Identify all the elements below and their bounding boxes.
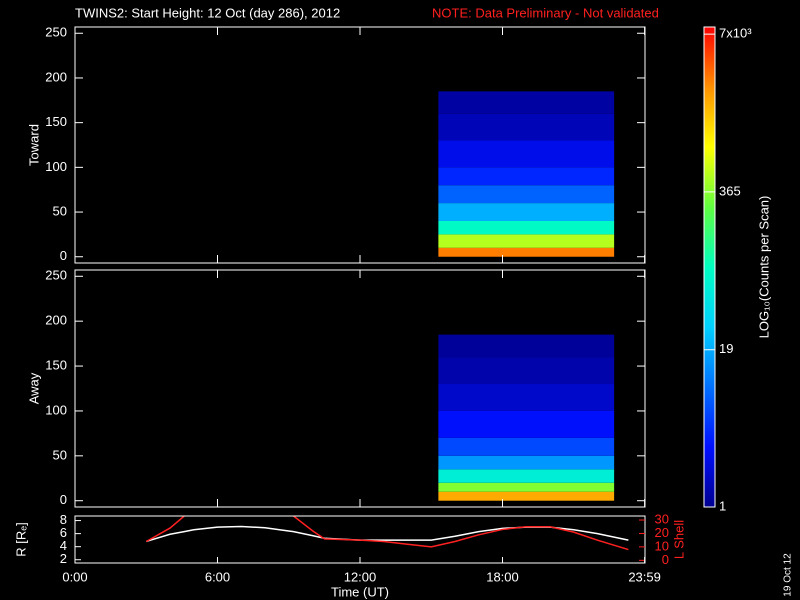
y2-tick-label: 20 xyxy=(655,525,669,540)
x-axis-label: Time (UT) xyxy=(331,584,389,599)
y-tick-label: 2 xyxy=(60,551,67,566)
spectrogram-cell xyxy=(438,140,615,168)
x-tick-label: 0:00 xyxy=(62,569,87,584)
spectrogram-cell xyxy=(438,234,615,248)
chart-title: TWINS2: Start Height: 12 Oct (day 286), … xyxy=(75,5,340,20)
spectrogram-cell xyxy=(438,203,615,221)
footer-date: 19 Oct 12 xyxy=(783,553,794,597)
x-tick-label: 18:00 xyxy=(486,569,519,584)
plot-area xyxy=(145,516,629,551)
colorbar-tick-label: 1 xyxy=(719,498,726,513)
y-tick-label: 6 xyxy=(60,525,67,540)
y-tick-label: 100 xyxy=(45,402,67,417)
x-tick-label: 23:59 xyxy=(628,569,661,584)
y-tick-label: 100 xyxy=(45,159,67,174)
y-tick-label: 8 xyxy=(60,512,67,527)
y-tick-label: 200 xyxy=(45,69,67,84)
y-tick-label: 200 xyxy=(45,313,67,328)
spectrogram-cell xyxy=(438,384,615,411)
spectrogram-cell xyxy=(438,334,615,358)
y-tick-label: 250 xyxy=(45,268,67,283)
spectrogram-cell xyxy=(438,455,615,470)
colorbar-label: LOG₁₀(Counts per Scan) xyxy=(756,196,771,339)
y2-axis-label: L Shell xyxy=(671,520,686,559)
spectrogram-cell xyxy=(438,220,615,235)
series-line xyxy=(145,516,629,551)
y2-tick-label: 10 xyxy=(655,538,669,553)
spectrogram-cell xyxy=(438,167,615,186)
y-tick-label: 0 xyxy=(60,248,67,263)
spectrogram-cell xyxy=(438,113,615,141)
colorbar xyxy=(703,26,716,508)
y-tick-label: 0 xyxy=(60,492,67,507)
y2-tick-label: 0 xyxy=(662,552,669,567)
colorbar-tick-label: 7x10³ xyxy=(719,26,752,41)
spectrogram-cell xyxy=(438,469,615,483)
y-tick-label: 50 xyxy=(53,203,67,218)
spectrogram-cell xyxy=(438,185,615,204)
y-tick-label: 150 xyxy=(45,357,67,372)
y-axis-label: Toward xyxy=(26,124,41,166)
y-tick-label: 4 xyxy=(60,538,67,553)
spectrogram-cell xyxy=(438,91,615,114)
spectrogram-cell xyxy=(438,437,615,456)
spectrogram-cell xyxy=(438,247,615,257)
y-tick-label: 150 xyxy=(45,114,67,129)
spectrogram-cell xyxy=(438,410,615,438)
colorbar-tick-label: 19 xyxy=(719,341,733,356)
colorbar-tick-label: 365 xyxy=(719,183,741,198)
y-tick-label: 50 xyxy=(53,447,67,462)
note: NOTE: Data Preliminary - Not validated xyxy=(432,5,659,20)
x-tick-label: 6:00 xyxy=(205,569,230,584)
y2-tick-label: 30 xyxy=(655,511,669,526)
y-tick-label: 250 xyxy=(45,25,67,40)
spectrogram-cell xyxy=(438,482,615,492)
spectrogram-cell xyxy=(438,491,615,501)
y-axis-label: R [Rₑ] xyxy=(13,522,28,556)
y-axis-label: Away xyxy=(26,372,41,404)
spectrogram-cell xyxy=(438,357,615,385)
x-tick-label: 12:00 xyxy=(344,569,377,584)
